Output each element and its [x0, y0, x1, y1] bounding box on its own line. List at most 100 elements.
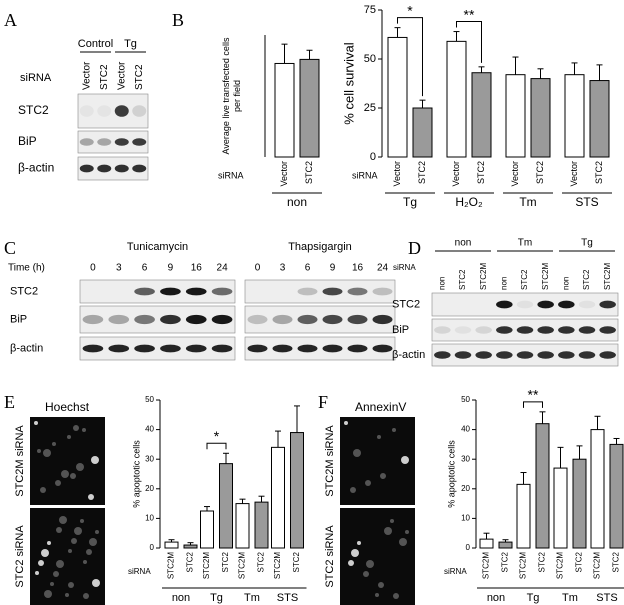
x-tick-label: STC2M — [556, 552, 565, 579]
bar — [219, 463, 233, 549]
band — [558, 351, 575, 359]
band — [558, 300, 575, 309]
lane-label: STC2 — [458, 269, 467, 290]
cell — [61, 470, 69, 478]
significance-bracket — [523, 401, 543, 408]
band — [599, 326, 616, 334]
row-label: β-actin — [18, 161, 54, 175]
time-value: 0 — [255, 263, 261, 274]
x-tick-label: Vector — [569, 161, 579, 187]
bar — [183, 544, 198, 549]
lane-label: STC2M — [479, 263, 488, 290]
panel-label: B — [172, 10, 184, 30]
cell — [405, 530, 409, 534]
blot-strip — [77, 130, 149, 154]
blot-strip — [77, 93, 149, 129]
bar — [530, 78, 551, 158]
band — [79, 105, 94, 117]
band — [97, 105, 112, 117]
band — [79, 138, 94, 146]
band — [496, 300, 513, 309]
time-value: 16 — [191, 263, 203, 274]
cell — [35, 571, 39, 575]
band — [322, 287, 343, 296]
band — [297, 314, 318, 325]
panel-label: E — [4, 392, 15, 412]
cell — [348, 560, 354, 566]
cell — [351, 549, 359, 557]
bar — [535, 423, 550, 549]
y-tick-label: 20 — [145, 484, 154, 493]
category-label: Tg — [210, 592, 223, 604]
significance-bracket — [206, 442, 227, 450]
row-label: STC2 — [10, 285, 38, 297]
band — [185, 314, 207, 325]
cell — [74, 527, 82, 535]
x-tick-label: STC2 — [186, 551, 195, 572]
category-label: non — [172, 592, 190, 604]
y-tick-label: 10 — [145, 514, 154, 523]
cell — [52, 442, 56, 446]
band — [322, 344, 343, 353]
bar — [471, 72, 492, 158]
time-value: 3 — [116, 263, 122, 274]
cell — [353, 449, 361, 457]
band — [322, 314, 343, 325]
cell — [95, 530, 99, 534]
band — [347, 314, 368, 325]
band — [516, 300, 534, 309]
lane-label: STC2 — [520, 269, 529, 290]
group-label: Control — [78, 38, 113, 50]
time-value: 6 — [305, 263, 311, 274]
bar — [564, 74, 585, 158]
lane-label: Vector — [81, 61, 92, 90]
blot-title: Tunicamycin — [127, 241, 188, 253]
x-tick-label: STC2M — [238, 552, 247, 579]
time-value: 24 — [377, 263, 389, 274]
band — [537, 326, 554, 334]
x-tick-label: STC2 — [594, 161, 604, 184]
category-label: Tm — [244, 592, 260, 604]
cell — [50, 582, 54, 586]
band — [434, 351, 451, 359]
bar — [516, 483, 531, 549]
lane-label: non — [499, 277, 508, 290]
cell — [59, 516, 67, 524]
y-tick-label: 30 — [145, 454, 154, 463]
cell — [82, 428, 86, 432]
y-tick-label: 75 — [364, 4, 376, 16]
bar — [590, 429, 605, 549]
x-row-label: siRNA — [128, 567, 151, 576]
band — [185, 287, 207, 296]
band — [211, 287, 233, 296]
band — [134, 314, 155, 325]
category-label: Tm — [562, 592, 578, 604]
blot-strip — [77, 156, 149, 181]
significance-bracket — [397, 17, 423, 97]
bar — [553, 467, 568, 549]
time-value: 6 — [142, 263, 148, 274]
band — [372, 314, 393, 325]
x-row-label: siRNA — [218, 170, 244, 180]
x-tick-label: STC2M — [167, 552, 176, 579]
cell — [393, 593, 399, 599]
bar — [412, 107, 433, 158]
cell — [68, 549, 72, 553]
y-axis-label: % apoptotic cells — [446, 440, 456, 508]
cell — [67, 435, 71, 439]
cell — [91, 456, 99, 464]
x-tick-label: Vector — [392, 161, 402, 187]
significance-label: * — [407, 2, 413, 18]
micrograph — [30, 508, 105, 605]
y-tick-label: 50 — [364, 53, 376, 65]
x-tick-label: STC2 — [501, 551, 510, 572]
group-label: Tg — [581, 238, 593, 249]
x-tick-label: STC2 — [221, 551, 230, 572]
band — [454, 351, 472, 359]
y-axis-label: % cell survival — [341, 42, 356, 124]
cell — [88, 494, 94, 500]
time-value: 24 — [217, 263, 229, 274]
blot-strip — [79, 279, 236, 304]
cell — [38, 560, 44, 566]
